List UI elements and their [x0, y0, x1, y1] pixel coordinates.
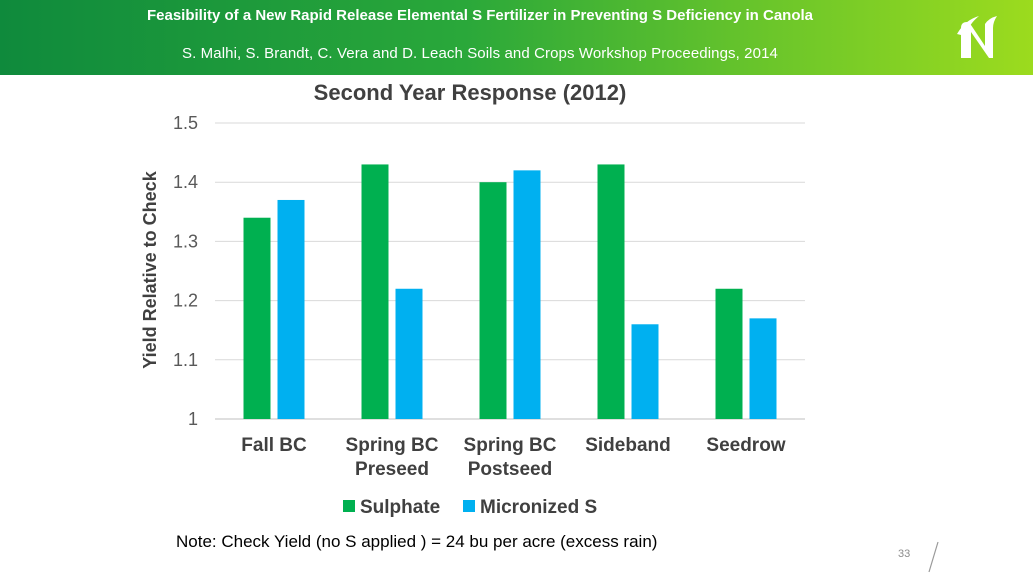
bar-sulphate — [597, 164, 625, 419]
y-tick-label: 1.3 — [173, 231, 198, 251]
bar-sulphate — [361, 164, 389, 419]
bar-sulphate — [243, 217, 271, 419]
header-banner: Feasibility of a New Rapid Release Eleme… — [0, 0, 1033, 75]
bar-chart: Second Year Response (2012) 1 1.1 1.2 1.3 1.… — [140, 80, 805, 518]
x-tick-label: Sideband — [585, 435, 671, 456]
bars — [243, 164, 777, 419]
bar-micronized-s — [513, 170, 541, 419]
slide-title: Feasibility of a New Rapid Release Eleme… — [146, 7, 814, 24]
y-axis-ticks: 1 1.1 1.2 1.3 1.4 1.5 — [173, 113, 198, 429]
x-tick-label: Fall BC — [241, 435, 307, 456]
y-tick-label: 1.1 — [173, 350, 198, 370]
y-axis-label: Yield Relative to Check — [140, 170, 160, 368]
bar-micronized-s — [749, 318, 777, 419]
bar-sulphate — [479, 182, 507, 419]
legend: Sulphate Micronized S — [343, 497, 597, 518]
y-tick-label: 1.4 — [173, 172, 198, 192]
bar-micronized-s — [631, 324, 659, 419]
slide-citation: S. Malhi, S. Brandt, C. Vera and D. Leac… — [182, 45, 778, 62]
x-axis-ticks: Fall BC Spring BC Preseed Spring BC Postseed… — [241, 435, 786, 480]
x-tick-label: Seedrow — [706, 435, 785, 456]
gridlines — [215, 122, 805, 420]
y-tick-label: 1.2 — [173, 291, 198, 311]
y-tick-label: 1.5 — [173, 113, 198, 133]
legend-label: Micronized S — [480, 497, 597, 518]
legend-swatch — [343, 500, 355, 512]
y-tick-label: 1 — [188, 409, 198, 429]
legend-swatch — [463, 500, 475, 512]
x-tick-label: Spring BC Preseed — [346, 435, 439, 480]
bar-micronized-s — [277, 199, 305, 419]
footnote: Note: Check Yield (no S applied ) = 24 b… — [176, 532, 658, 551]
bar-micronized-s — [395, 288, 423, 419]
chart-title: Second Year Response (2012) — [314, 80, 627, 105]
page-number: 33 — [898, 548, 911, 560]
stylized-n-leaf-logo-icon — [957, 16, 997, 58]
slash-decoration — [928, 541, 939, 573]
legend-label: Sulphate — [360, 497, 440, 518]
bar-sulphate — [715, 288, 743, 419]
x-tick-label: Spring BC Postseed — [464, 435, 557, 480]
